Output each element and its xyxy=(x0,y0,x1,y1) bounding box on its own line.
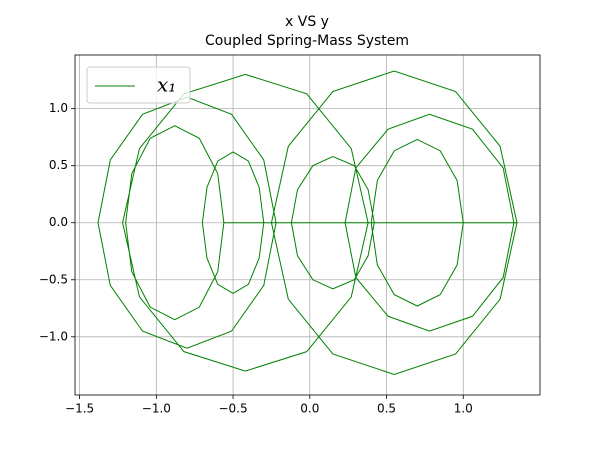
x-tick-label: 1.0 xyxy=(454,402,473,416)
y-tick-label: 0.0 xyxy=(49,215,68,229)
y-tick-label: 1.0 xyxy=(49,101,68,115)
x-tick-label: −0.5 xyxy=(218,402,247,416)
y-tick-label: 0.5 xyxy=(49,158,68,172)
data-line xyxy=(97,70,518,375)
x-tick-label: 0.5 xyxy=(377,402,396,416)
chart-subtitle: Coupled Spring-Mass System xyxy=(205,33,409,49)
x-tick-label: 0.0 xyxy=(300,402,319,416)
plot-frame xyxy=(74,54,541,396)
x-tick-label: −1.5 xyxy=(65,402,94,416)
y-tick-label: −0.5 xyxy=(39,272,68,286)
legend-label: x₁ xyxy=(157,73,176,97)
x-tick-label: −1.0 xyxy=(142,402,171,416)
y-tick-label: −1.0 xyxy=(39,329,68,343)
chart-title: x VS y xyxy=(285,14,329,30)
legend-box xyxy=(86,66,191,104)
